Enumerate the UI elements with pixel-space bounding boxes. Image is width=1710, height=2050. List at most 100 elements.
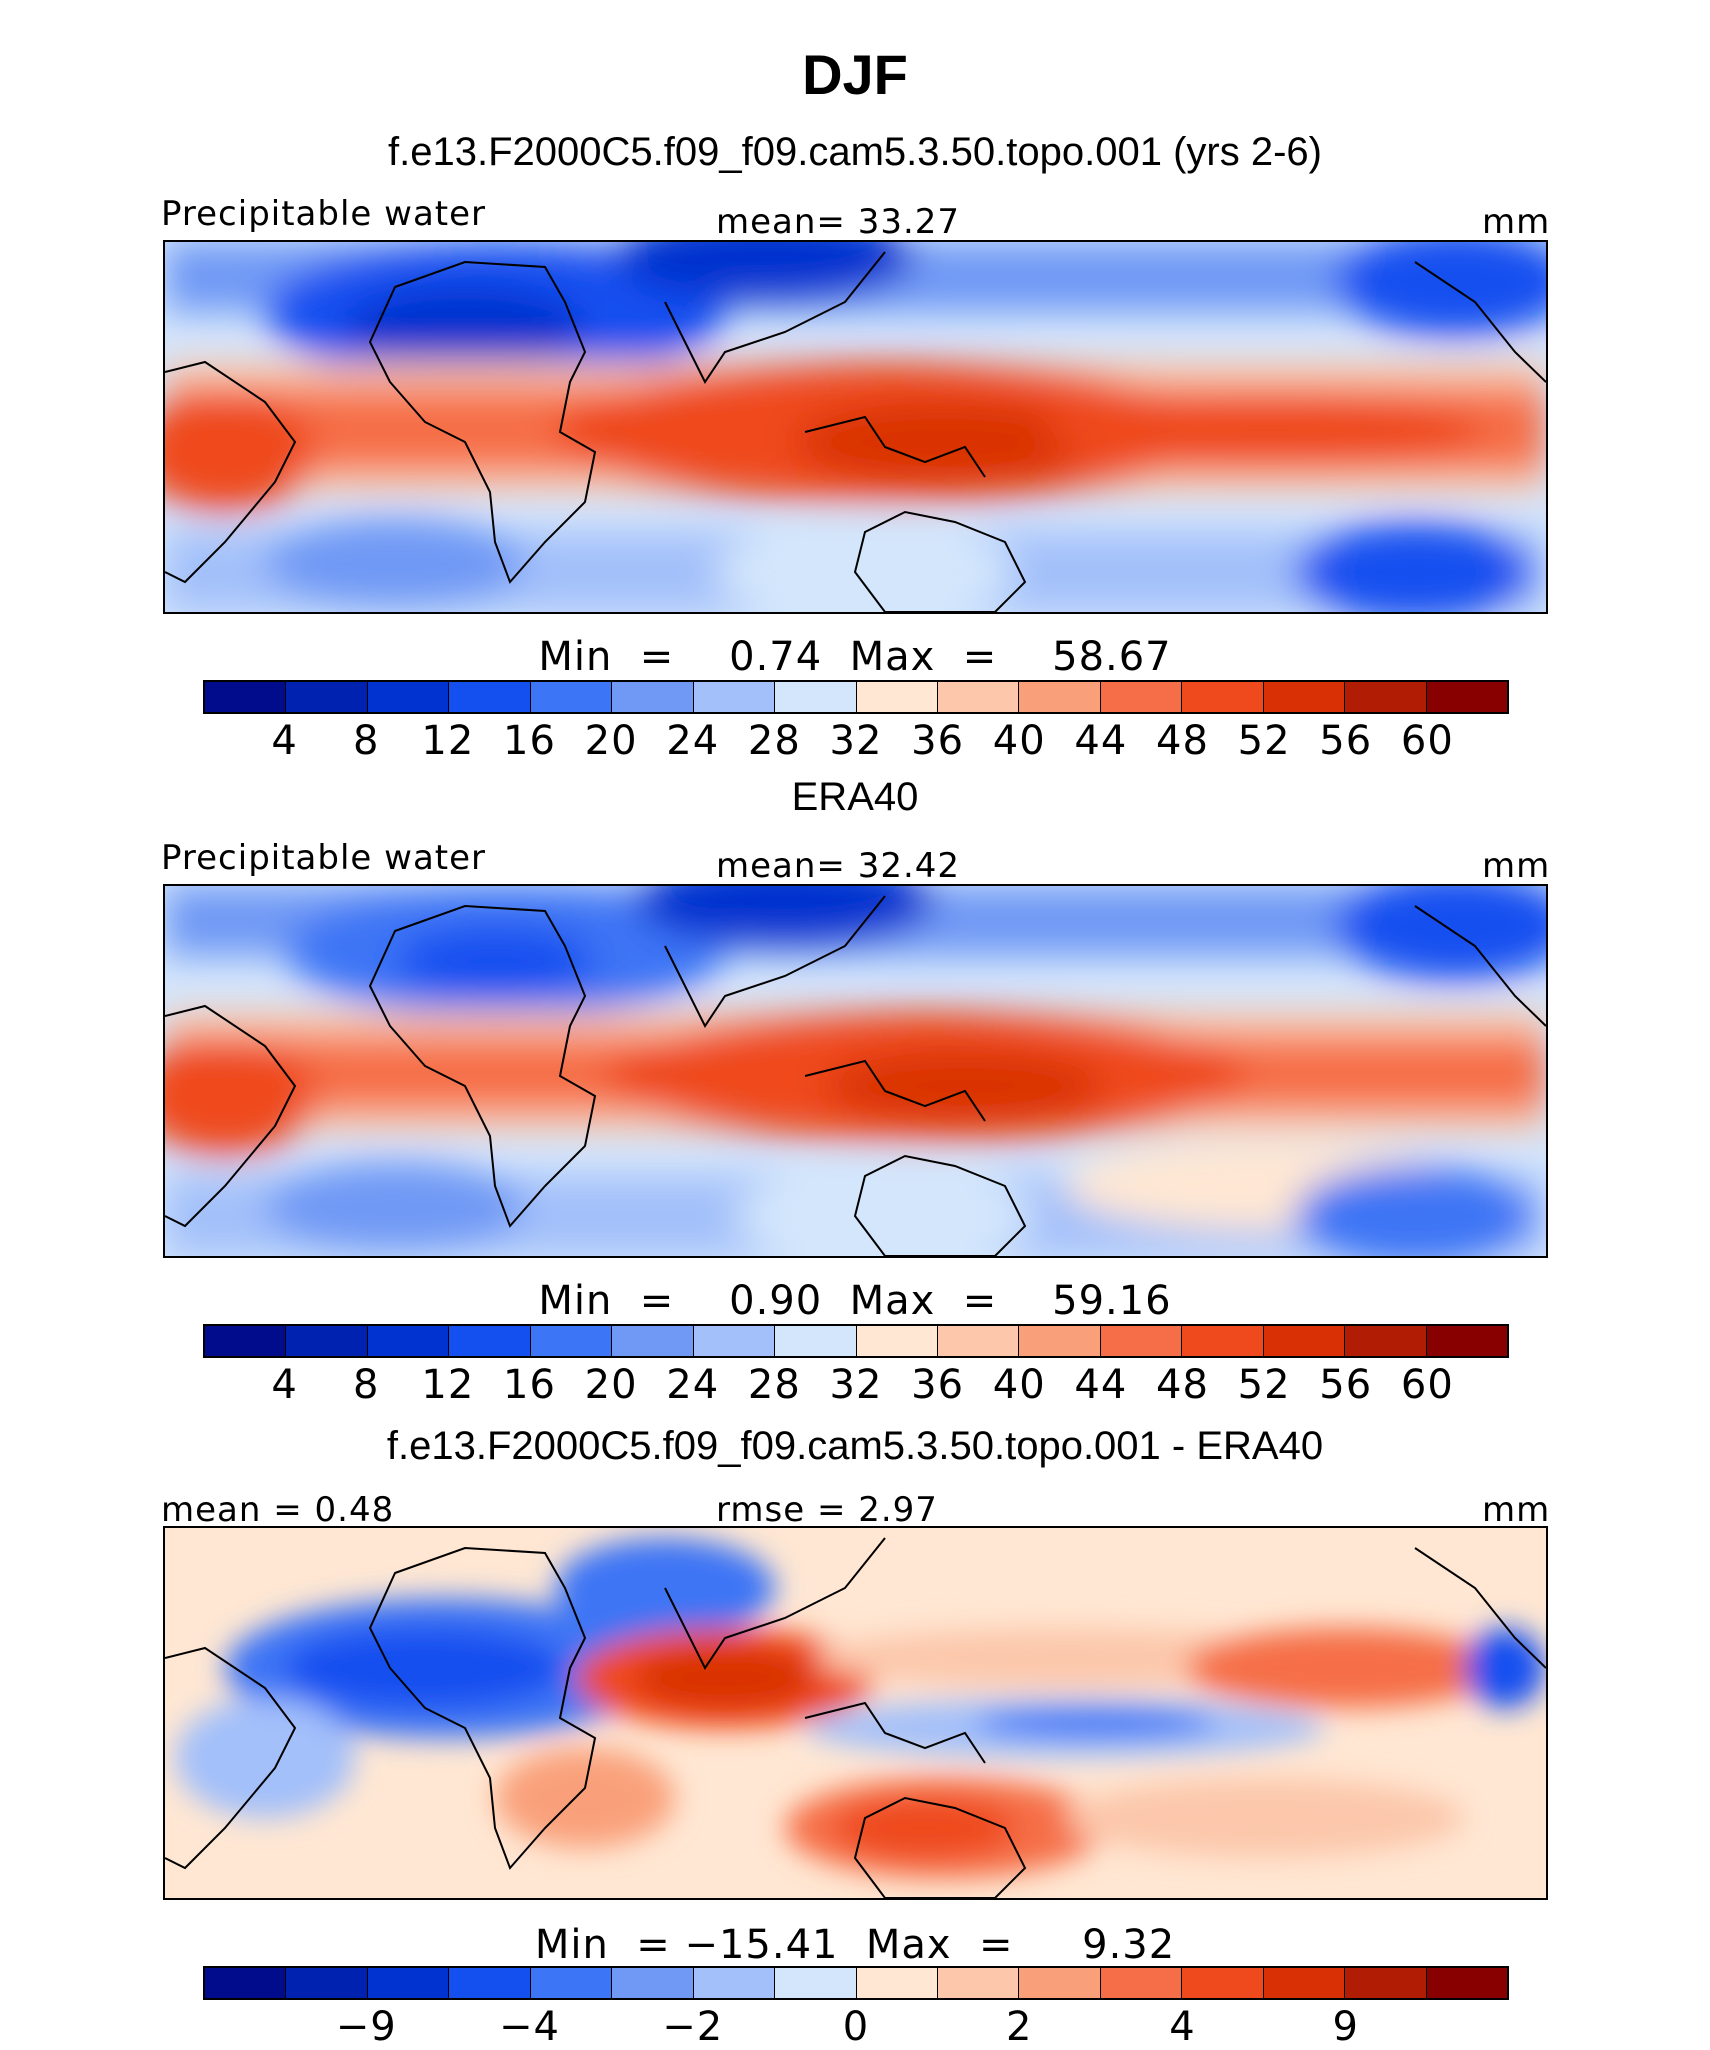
- colorbar-swatch: [612, 1968, 694, 1998]
- colorbar-swatch: [449, 682, 531, 712]
- panel-model-units-label: mm: [1482, 202, 1551, 242]
- panel-obs-colorbar-ticks: 4 8 12 16 20 24 28 32 36 40 44 48 52 56 60: [203, 1362, 1509, 1408]
- colorbar-swatch: [1426, 1968, 1507, 1998]
- colorbar-swatch: [1263, 682, 1346, 712]
- colorbar-swatch: [449, 1968, 531, 1998]
- colorbar-tick-label: 16: [503, 1362, 556, 1408]
- colorbar-swatch: [367, 1326, 450, 1356]
- colorbar-tick-label: 28: [747, 1362, 801, 1408]
- colorbar-tick-label: −2: [662, 2004, 724, 2050]
- colorbar-tick-label: 52: [1237, 1362, 1291, 1408]
- colorbar-swatch: [1019, 1968, 1101, 1998]
- colorbar-tick-label: 48: [1156, 1362, 1209, 1408]
- colorbar-tick-label: 20: [584, 1362, 638, 1408]
- panel-obs-minmax: Min = 0.90 Max = 59.16: [538, 1278, 1172, 1324]
- colorbar-swatch: [1345, 1326, 1427, 1356]
- colorbar-swatch: [856, 1326, 938, 1356]
- colorbar-swatch: [286, 1326, 368, 1356]
- colorbar-tick-label: 8: [353, 1362, 380, 1408]
- colorbar-swatch: [1345, 682, 1427, 712]
- panel-obs-units-label: mm: [1482, 846, 1551, 886]
- colorbar-tick-label: 12: [421, 718, 475, 764]
- colorbar-swatch: [856, 682, 938, 712]
- colorbar-swatch: [693, 1326, 776, 1356]
- colorbar-swatch: [1263, 1968, 1346, 1998]
- colorbar-swatch: [775, 1968, 857, 1998]
- colorbar-tick-label: 40: [992, 718, 1046, 764]
- panel-obs-colorbar: [203, 1324, 1509, 1358]
- panel-model-mean-label: mean= 33.27: [716, 202, 961, 242]
- panel-model-minmax: Min = 0.74 Max = 58.67: [538, 634, 1172, 680]
- colorbar-swatch: [693, 682, 776, 712]
- colorbar-tick-label: 28: [747, 718, 801, 764]
- colorbar-swatch: [1426, 1326, 1507, 1356]
- colorbar-tick-label: 24: [666, 718, 720, 764]
- colorbar-tick-label: 20: [584, 718, 638, 764]
- colorbar-swatch: [367, 682, 450, 712]
- colorbar-swatch: [1182, 682, 1264, 712]
- colorbar-swatch: [1019, 682, 1101, 712]
- colorbar-swatch: [286, 1968, 368, 1998]
- panel-diff-colorbar-ticks: −9 −4 −2 0 2 4 9: [203, 2004, 1509, 2050]
- colorbar-tick-label: −4: [499, 2004, 560, 2050]
- colorbar-swatch: [205, 1968, 287, 1998]
- colorbar-tick-label: 4: [1169, 2004, 1196, 2050]
- panel-obs-mean-label: mean= 32.42: [716, 846, 961, 886]
- colorbar-tick-label: 60: [1400, 718, 1454, 764]
- colorbar-swatch: [1263, 1326, 1346, 1356]
- panel-model-title: f.e13.F2000C5.f09_f09.cam5.3.50.topo.001…: [388, 130, 1322, 174]
- figure-title: DJF: [802, 43, 908, 106]
- colorbar-swatch: [937, 1968, 1020, 1998]
- colorbar-swatch: [856, 1968, 938, 1998]
- panel-model-colorbar: [203, 680, 1509, 714]
- colorbar-tick-label: 24: [666, 1362, 720, 1408]
- colorbar-tick-label: 32: [829, 718, 883, 764]
- panel-diff-units-label: mm: [1482, 1490, 1551, 1530]
- colorbar-swatch: [1182, 1326, 1264, 1356]
- colorbar-swatch: [205, 682, 287, 712]
- panel-diff-colorbar: [203, 1966, 1509, 2000]
- colorbar-tick-label: 52: [1237, 718, 1291, 764]
- colorbar-tick-label: 9: [1332, 2004, 1359, 2050]
- panel-diff-minmax: Min = −15.41 Max = 9.32: [534, 1922, 1176, 1968]
- colorbar-swatch: [1182, 1968, 1264, 1998]
- colorbar-swatch: [367, 1968, 450, 1998]
- panel-model-map: [163, 240, 1548, 614]
- colorbar-swatch: [1019, 1326, 1101, 1356]
- colorbar-swatch: [937, 1326, 1020, 1356]
- colorbar-swatch: [937, 682, 1020, 712]
- colorbar-swatch: [1426, 682, 1507, 712]
- colorbar-swatch: [775, 1326, 857, 1356]
- panel-obs-variable-label: Precipitable water: [161, 838, 487, 878]
- colorbar-swatch: [530, 1968, 613, 1998]
- colorbar-swatch: [775, 682, 857, 712]
- colorbar-swatch: [612, 1326, 694, 1356]
- colorbar-tick-label: 32: [829, 1362, 883, 1408]
- colorbar-tick-label: 40: [992, 1362, 1046, 1408]
- colorbar-swatch: [1100, 1968, 1183, 1998]
- panel-obs-title: ERA40: [791, 775, 919, 819]
- colorbar-swatch: [530, 1326, 613, 1356]
- panel-model-colorbar-ticks: 4 8 12 16 20 24 28 32 36 40 44 48 52 56 60: [203, 718, 1509, 764]
- colorbar-swatch: [530, 682, 613, 712]
- colorbar-tick-label: 60: [1400, 1362, 1454, 1408]
- colorbar-swatch: [1100, 682, 1183, 712]
- colorbar-tick-label: 36: [911, 718, 965, 764]
- colorbar-tick-label: 44: [1074, 1362, 1128, 1408]
- colorbar-swatch: [693, 1968, 776, 1998]
- panel-diff-mean-label: mean = 0.48: [161, 1490, 395, 1530]
- colorbar-tick-label: 2: [1006, 2004, 1033, 2050]
- colorbar-tick-label: 56: [1319, 718, 1373, 764]
- colorbar-tick-label: −9: [335, 2004, 397, 2050]
- colorbar-swatch: [205, 1326, 287, 1356]
- panel-obs-map: [163, 884, 1548, 1258]
- colorbar-swatch: [1100, 1326, 1183, 1356]
- colorbar-swatch: [1345, 1968, 1427, 1998]
- panel-diff-rmse-label: rmse = 2.97: [716, 1490, 938, 1530]
- colorbar-tick-label: 4: [271, 1362, 298, 1408]
- panel-diff-map: [163, 1526, 1548, 1900]
- colorbar-tick-label: 16: [503, 718, 556, 764]
- panel-diff-title: f.e13.F2000C5.f09_f09.cam5.3.50.topo.001…: [386, 1424, 1324, 1468]
- colorbar-swatch: [612, 682, 694, 712]
- panel-model-variable-label: Precipitable water: [161, 194, 487, 234]
